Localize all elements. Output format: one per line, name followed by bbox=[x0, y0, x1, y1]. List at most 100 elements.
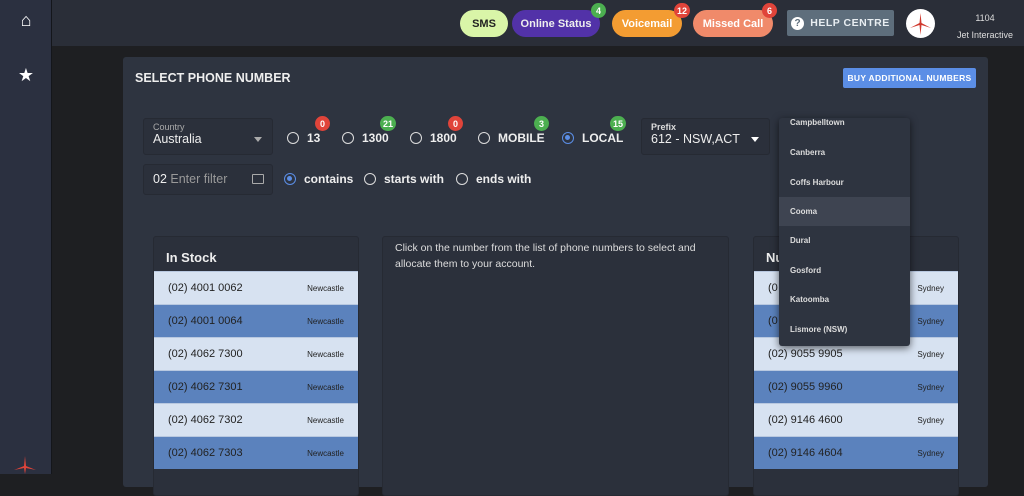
radio-icon bbox=[562, 132, 574, 144]
type-label: LOCAL bbox=[582, 131, 624, 145]
filter-placeholder: Enter filter bbox=[170, 172, 228, 186]
type-local-radio[interactable]: LOCAL 15 bbox=[562, 116, 627, 145]
prefix-select[interactable]: Prefix 612 - NSW,ACT bbox=[641, 118, 770, 155]
instructions-panel: Click on the number from the list of pho… bbox=[382, 236, 729, 496]
ends-with-radio[interactable]: ends with bbox=[456, 172, 531, 186]
chevron-down-icon bbox=[254, 137, 262, 142]
contains-radio[interactable]: contains bbox=[284, 172, 353, 186]
district-option[interactable]: Campbelltown bbox=[790, 118, 845, 127]
prefix-label: Prefix bbox=[651, 122, 677, 132]
help-centre-button[interactable]: ? HELP CENTRE bbox=[787, 10, 894, 36]
type-1300-radio[interactable]: 1300 21 bbox=[342, 116, 397, 145]
match-label: starts with bbox=[384, 172, 445, 186]
sms-label: SMS bbox=[472, 17, 496, 30]
number-row[interactable]: (02) 4001 0062 Newcastle bbox=[154, 271, 358, 304]
phone-number: (0 bbox=[768, 315, 778, 327]
type-label: 13 bbox=[307, 131, 321, 145]
star-icon[interactable]: ★ bbox=[17, 64, 35, 85]
account-name: Jet Interactive bbox=[956, 30, 1014, 40]
country-label: Country bbox=[153, 122, 185, 132]
district-option[interactable]: Dural bbox=[790, 236, 811, 246]
radio-icon bbox=[284, 173, 296, 185]
voicemail-badge: 12 bbox=[673, 3, 690, 18]
type-13-radio[interactable]: 13 0 bbox=[287, 116, 330, 145]
type-label: 1300 bbox=[362, 131, 389, 145]
phone-number: (02) 4062 7301 bbox=[168, 381, 243, 393]
online-status-button[interactable]: Online Status 4 bbox=[512, 3, 606, 37]
location: Newcastle bbox=[307, 349, 344, 359]
count-badge: 21 bbox=[380, 116, 397, 131]
location: Sydney bbox=[917, 316, 944, 326]
phone-number: (0 bbox=[768, 282, 778, 294]
voicemail-button[interactable]: Voicemail 12 bbox=[612, 3, 690, 37]
count-badge: 0 bbox=[315, 116, 330, 131]
district-option[interactable]: Katoomba bbox=[790, 295, 830, 305]
type-mobile-radio[interactable]: MOBILE 3 bbox=[478, 116, 549, 145]
number-row[interactable]: (02) 9146 4604 Sydney bbox=[754, 436, 958, 469]
number-row[interactable]: (02) 4062 7301 Newcastle bbox=[154, 370, 358, 403]
sms-button[interactable]: SMS bbox=[460, 10, 508, 37]
type-label: 1800 bbox=[430, 131, 457, 145]
chevron-down-icon bbox=[751, 137, 759, 142]
count-badge: 15 bbox=[610, 116, 627, 131]
phone-number: (02) 9146 4604 bbox=[768, 447, 843, 459]
district-option[interactable]: Cooma bbox=[779, 196, 910, 227]
voicemail-label: Voicemail bbox=[621, 17, 673, 30]
phone-number: (02) 9055 9960 bbox=[768, 381, 843, 393]
location: Sydney bbox=[917, 283, 944, 293]
page-title: SELECT PHONE NUMBER bbox=[135, 71, 291, 85]
phone-number: (02) 4062 7303 bbox=[168, 447, 243, 459]
type-label: MOBILE bbox=[498, 131, 545, 145]
help-label: HELP CENTRE bbox=[810, 17, 890, 29]
district-option[interactable]: Canberra bbox=[790, 148, 826, 158]
district-option[interactable]: Gosford bbox=[790, 265, 822, 275]
in-stock-panel: In Stock (02) 4001 0062 Newcastle (02) 400… bbox=[153, 236, 359, 496]
missed-call-button[interactable]: Missed Call 6 bbox=[693, 3, 777, 37]
location: Newcastle bbox=[307, 283, 344, 293]
online-status-label: Online Status bbox=[520, 17, 592, 30]
filter-prefix: 02 bbox=[153, 172, 167, 186]
location: Newcastle bbox=[307, 415, 344, 425]
panel-title: In Stock bbox=[166, 250, 217, 265]
home-icon[interactable]: ⌂ bbox=[20, 9, 32, 30]
location: Newcastle bbox=[307, 382, 344, 392]
phone-number: (02) 9146 4600 bbox=[768, 414, 843, 426]
match-label: contains bbox=[304, 172, 354, 186]
starts-with-radio[interactable]: starts with bbox=[364, 172, 444, 186]
location: Sydney bbox=[917, 415, 944, 425]
avatar[interactable] bbox=[906, 9, 935, 38]
radio-icon bbox=[456, 173, 468, 185]
account-info[interactable]: 1104 Jet Interactive bbox=[948, 10, 1022, 44]
number-row[interactable]: (02) 4062 7302 Newcastle bbox=[154, 403, 358, 436]
match-label: ends with bbox=[476, 172, 532, 186]
radio-icon bbox=[287, 132, 299, 144]
sidebar: ⌂ ★ bbox=[0, 0, 52, 474]
phone-number: (02) 9055 9905 bbox=[768, 348, 843, 360]
number-row[interactable]: (02) 4062 7303 Newcastle bbox=[154, 436, 358, 469]
location: Newcastle bbox=[307, 448, 344, 458]
district-option[interactable]: Lismore (NSW) bbox=[790, 324, 848, 334]
number-row[interactable]: (02) 4062 7300 Newcastle bbox=[154, 337, 358, 370]
district-dropdown-menu: Campbelltown Canberra Coffs Harbour Cooma Du… bbox=[779, 118, 910, 346]
type-1800-radio[interactable]: 1800 0 bbox=[410, 116, 463, 145]
location: Newcastle bbox=[307, 316, 344, 326]
number-row[interactable]: (02) 9055 9960 Sydney bbox=[754, 370, 958, 403]
list-icon bbox=[252, 174, 264, 184]
number-row[interactable]: (02) 4001 0064 Newcastle bbox=[154, 304, 358, 337]
online-status-badge: 4 bbox=[591, 3, 606, 18]
number-row[interactable]: (02) 9146 4600 Sydney bbox=[754, 403, 958, 436]
account-id: 1104 bbox=[975, 13, 995, 23]
radio-icon bbox=[478, 132, 490, 144]
missed-call-badge: 6 bbox=[762, 3, 777, 18]
filter-input[interactable]: 02 Enter filter bbox=[143, 164, 273, 195]
count-badge: 3 bbox=[534, 116, 549, 131]
location: Sydney bbox=[917, 382, 944, 392]
country-select[interactable]: Country Australia bbox=[143, 118, 273, 155]
buy-additional-numbers-button[interactable]: BUY ADDITIONAL NUMBERS bbox=[843, 68, 976, 88]
district-option[interactable]: Coffs Harbour bbox=[790, 177, 844, 187]
phone-number: (02) 4001 0064 bbox=[168, 315, 243, 327]
radio-icon bbox=[342, 132, 354, 144]
phone-number: (02) 4062 7300 bbox=[168, 348, 243, 360]
instructions-text: Click on the number from the list of pho… bbox=[395, 242, 696, 270]
jet-logo-icon bbox=[14, 456, 36, 474]
